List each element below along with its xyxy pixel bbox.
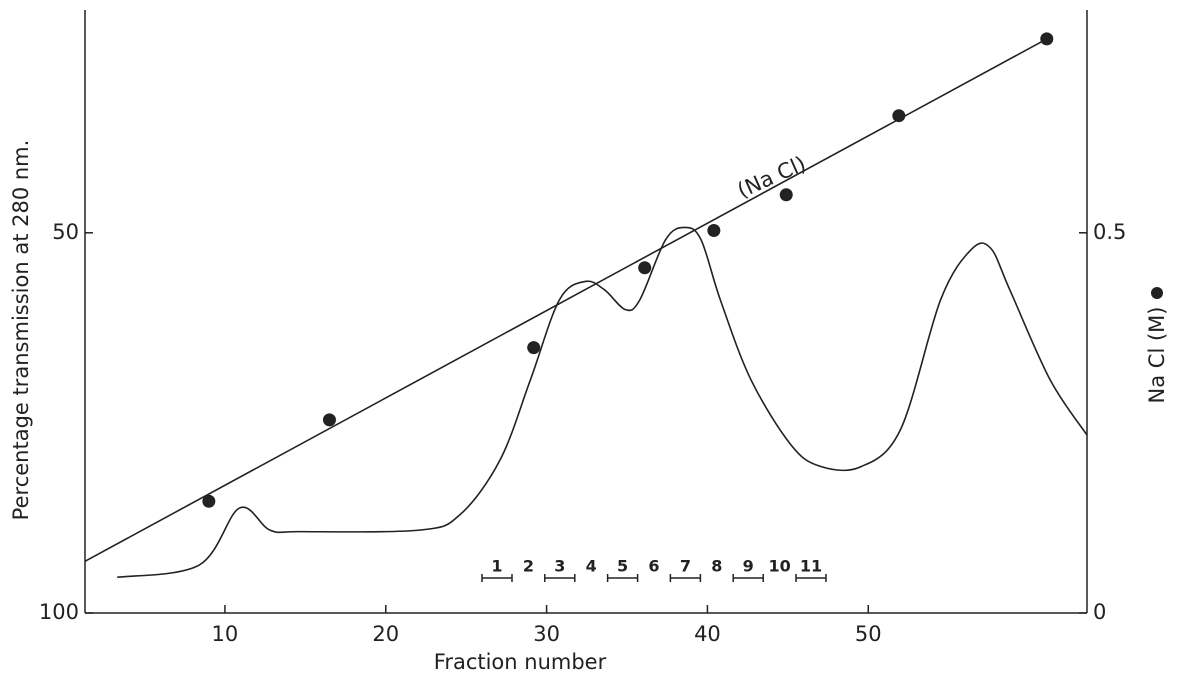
fraction-bracket	[606, 574, 639, 582]
y2-axis-label: Na Cl (M)	[1145, 307, 1169, 404]
data-point	[892, 109, 906, 123]
fraction-label: 2	[523, 557, 534, 576]
fraction-bracket	[795, 574, 827, 582]
data-point	[527, 341, 541, 355]
fraction-label: 11	[800, 557, 822, 576]
fraction-label: 8	[711, 557, 722, 576]
y-tick-label: 100	[39, 600, 79, 624]
data-point	[322, 413, 336, 427]
fraction-bracket	[669, 574, 702, 582]
annotation: (Na Cl)	[734, 151, 810, 202]
y-axis-label: Percentage transmission at 280 nm.	[9, 140, 33, 521]
x-tick-label: 40	[694, 622, 721, 646]
fraction-bracket	[481, 574, 513, 582]
fraction-label: 3	[554, 557, 565, 576]
x-tick-label: 10	[212, 622, 239, 646]
x-tick-label: 50	[855, 622, 882, 646]
fraction-label: 1	[491, 557, 502, 576]
y-tick-label: 50	[52, 220, 79, 244]
y2-tick-label: 0.5	[1093, 220, 1126, 244]
data-point	[202, 494, 216, 508]
fraction-label: 10	[768, 557, 790, 576]
x-axis-label: Fraction number	[434, 650, 607, 674]
data-point	[707, 224, 721, 238]
fraction-label: 7	[680, 557, 691, 576]
x-tick-label: 30	[533, 622, 560, 646]
fraction-label: 4	[586, 557, 597, 576]
legend-marker	[1151, 287, 1163, 299]
x-tick-label: 20	[372, 622, 399, 646]
fraction-label: 5	[617, 557, 628, 576]
y2-tick-label: 0	[1093, 600, 1106, 624]
fraction-bracket	[544, 574, 576, 582]
data-point	[1040, 32, 1054, 46]
data-point	[779, 188, 793, 202]
fraction-label: 9	[743, 557, 754, 576]
nacl-line	[84, 38, 1048, 562]
data-point	[638, 261, 652, 275]
fraction-label: 6	[648, 557, 659, 576]
transmission-curve	[117, 226, 1088, 579]
fraction-bracket	[732, 574, 764, 582]
